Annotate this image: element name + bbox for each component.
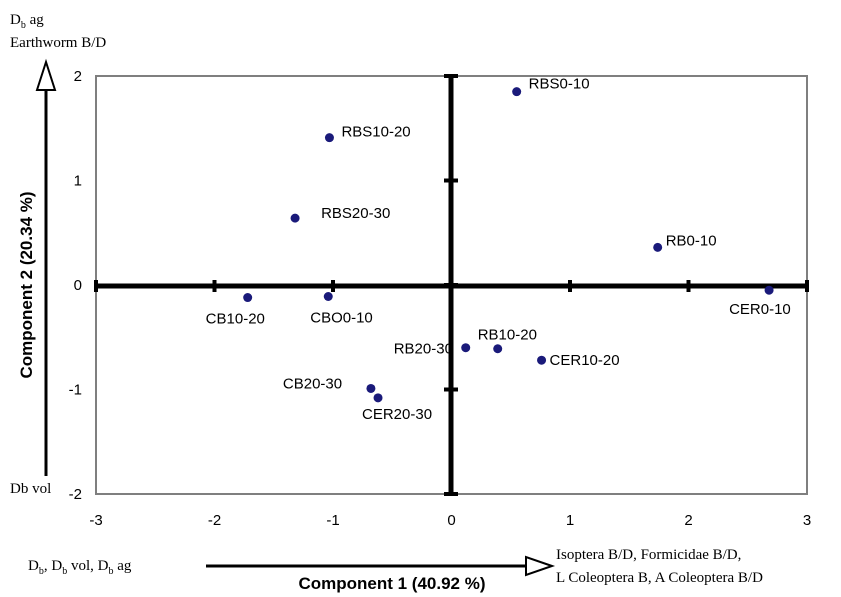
x-tick-label: 1 [566, 512, 574, 529]
point-label: RBS0-10 [529, 76, 590, 93]
x-axis-title: Component 1 (40.92 %) [298, 574, 485, 593]
data-point [537, 355, 547, 365]
x-right-annotation-line2: L Coleoptera B, A Coleoptera B/D [556, 570, 763, 586]
point-label: CER0-10 [729, 301, 791, 318]
data-point [512, 87, 522, 97]
x-direction-arrow-head [525, 555, 556, 577]
y-tick-label: 1 [74, 173, 82, 190]
y-top-annotation-line1: Db ag [10, 12, 44, 31]
point-label: CB20-30 [283, 375, 342, 392]
x-tick-label: 0 [447, 512, 455, 529]
y-direction-arrow-head [35, 58, 57, 91]
point-label: RB0-10 [666, 232, 717, 249]
data-point [290, 213, 300, 223]
data-point [243, 293, 253, 303]
y-tick-label: -2 [69, 486, 82, 503]
x-tick-label: -2 [208, 512, 221, 529]
x-tick-label: -1 [326, 512, 339, 529]
x-left-annotation: Db, Db vol, Db ag [28, 558, 132, 577]
data-point [366, 383, 376, 393]
point-label: RB10-20 [478, 327, 537, 344]
x-tick-label: 3 [803, 512, 811, 529]
y-tick-label: -1 [69, 382, 82, 399]
point-label: CBO0-10 [310, 309, 373, 326]
y-top-annotation-line2: Earthworm B/D [10, 35, 106, 51]
y-axis-title: Component 2 (20.34 %) [17, 191, 36, 378]
data-point [461, 343, 471, 353]
point-label: RBS20-30 [321, 205, 390, 222]
point-label: CER10-20 [550, 352, 620, 369]
data-point [764, 285, 774, 295]
point-label: CB10-20 [206, 311, 265, 328]
data-point [324, 133, 334, 143]
y-tick-label: 2 [74, 68, 82, 85]
axis-ticks: -3 -2 -1 0 1 2 3 -2 -1 0 1 2 [69, 68, 812, 529]
data-point [653, 242, 663, 252]
point-label: RB20-30 [394, 341, 453, 358]
y-tick-label: 0 [74, 277, 82, 294]
x-right-annotation-line1: Isoptera B/D, Formicidae B/D, [556, 547, 741, 563]
point-label: CER20-30 [362, 406, 432, 423]
data-point [323, 291, 333, 301]
data-point [493, 344, 503, 354]
y-bottom-annotation: Db vol [10, 481, 51, 497]
x-tick-label: 2 [684, 512, 692, 529]
data-point [373, 393, 383, 403]
data-points: RBS0-10 RBS10-20 RBS20-30 RB0-10 CER0-10 CB10… [206, 76, 791, 423]
point-label: RBS10-20 [341, 124, 410, 141]
x-tick-label: -3 [89, 512, 102, 529]
